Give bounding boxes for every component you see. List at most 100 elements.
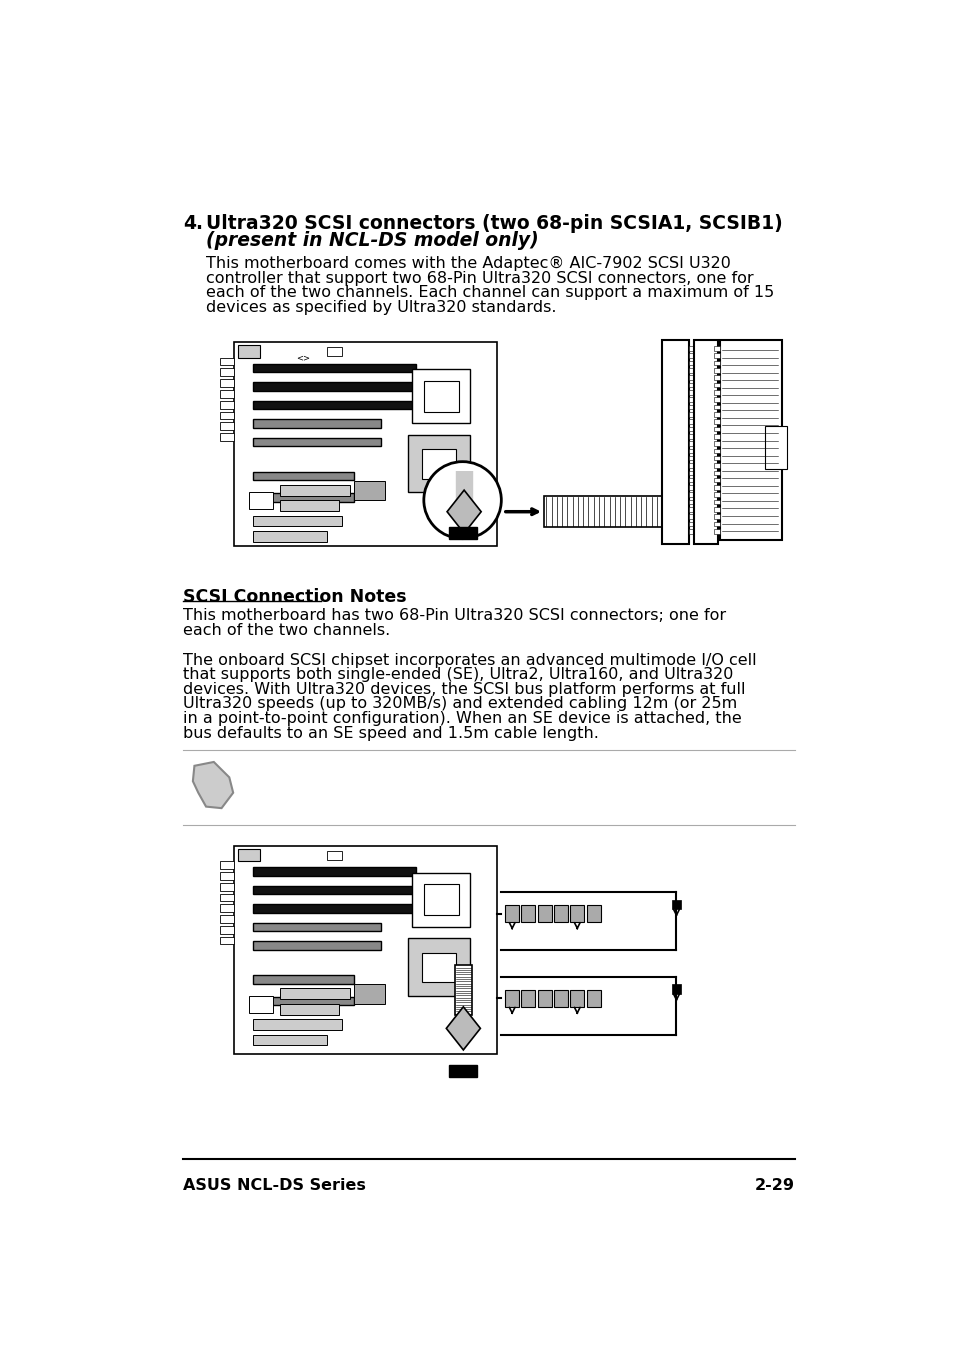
Bar [253, 531, 327, 542]
Bar [688, 412, 694, 416]
Bar [253, 471, 354, 480]
Bar [253, 975, 354, 984]
Bar [412, 369, 470, 423]
Bar [249, 996, 273, 1013]
Bar [220, 936, 233, 944]
Text: This motherboard has two 68-Pin Ultra320 SCSI connectors; one for: This motherboard has two 68-Pin Ultra320… [183, 608, 725, 623]
Bar [688, 485, 694, 490]
Bar [764, 426, 785, 469]
Text: ASUS NCL-DS Series: ASUS NCL-DS Series [183, 1178, 365, 1193]
Bar [220, 862, 233, 869]
Text: Ultra320 speeds (up to 320MB/s) and extended cabling 12m (or 25m: Ultra320 speeds (up to 320MB/s) and exte… [183, 697, 737, 712]
Bar [714, 442, 720, 446]
Bar [408, 435, 470, 493]
Text: (present in NCL-DS model only): (present in NCL-DS model only) [206, 231, 538, 250]
Bar [671, 985, 680, 994]
Circle shape [423, 462, 500, 539]
Bar [253, 1035, 327, 1046]
Bar [586, 905, 599, 923]
Polygon shape [193, 762, 233, 808]
Bar [688, 390, 694, 394]
Bar [714, 530, 720, 534]
Text: 4.: 4. [183, 215, 203, 234]
Bar [280, 989, 350, 1000]
Bar [253, 867, 416, 875]
Bar [714, 367, 720, 373]
Bar [688, 442, 694, 446]
Text: SCSI Connection Notes: SCSI Connection Notes [183, 588, 406, 607]
Bar [408, 939, 470, 996]
Bar [714, 434, 720, 439]
Bar [714, 427, 720, 431]
Bar [465, 469, 473, 512]
Bar [249, 493, 273, 509]
Text: controller that support two 68-Pin Ultra320 SCSI connectors, one for: controller that support two 68-Pin Ultra… [206, 270, 753, 285]
Bar [455, 965, 472, 1016]
Bar [714, 419, 720, 424]
Bar [714, 455, 720, 461]
Bar [714, 478, 720, 482]
Bar [688, 493, 694, 497]
Bar [714, 515, 720, 519]
Text: in a point-to-point configuration). When an SE device is attached, the: in a point-to-point configuration). When… [183, 711, 740, 725]
Bar [253, 997, 354, 1005]
Bar [220, 904, 233, 912]
Bar [586, 990, 599, 1006]
Polygon shape [446, 1006, 480, 1050]
Bar [688, 521, 694, 527]
Bar [537, 990, 551, 1006]
Bar [714, 485, 720, 490]
Bar [537, 905, 551, 923]
Text: The onboard SCSI chipset incorporates an advanced multimode I/O cell: The onboard SCSI chipset incorporates an… [183, 653, 756, 667]
Bar [688, 470, 694, 476]
Bar [253, 886, 416, 894]
Bar [661, 340, 688, 544]
Bar [253, 438, 381, 446]
Bar [714, 449, 720, 453]
Bar [714, 463, 720, 467]
Bar [220, 871, 233, 880]
Bar [714, 493, 720, 497]
Bar [423, 381, 458, 412]
Bar [714, 405, 720, 409]
Bar [456, 469, 464, 512]
Bar [714, 412, 720, 416]
Bar [354, 985, 385, 1004]
Bar [714, 521, 720, 527]
Bar [714, 376, 720, 380]
Bar [688, 449, 694, 453]
Bar [714, 507, 720, 512]
Bar [220, 434, 233, 440]
Bar [521, 990, 535, 1006]
Bar [688, 405, 694, 409]
Polygon shape [447, 490, 480, 534]
Text: each of the two channels.: each of the two channels. [183, 623, 390, 638]
Bar [521, 905, 535, 923]
Bar [688, 382, 694, 388]
Bar [220, 380, 233, 386]
Bar [688, 367, 694, 373]
Bar [688, 507, 694, 512]
Bar [233, 342, 497, 546]
Text: that supports both single-ended (SE), Ultra2, Ultra160, and Ultra320: that supports both single-ended (SE), Ul… [183, 667, 733, 682]
Bar [505, 990, 518, 1006]
Bar [714, 346, 720, 351]
Bar [412, 873, 470, 927]
Bar [220, 893, 233, 901]
Bar [694, 340, 717, 544]
Bar [253, 382, 416, 390]
Bar [688, 427, 694, 431]
Bar [720, 340, 781, 540]
Bar [505, 905, 518, 923]
Bar [543, 496, 663, 527]
Bar [253, 942, 381, 950]
Bar [253, 401, 416, 409]
Bar [423, 885, 458, 915]
Text: bus defaults to an SE speed and 1.5m cable length.: bus defaults to an SE speed and 1.5m cab… [183, 725, 598, 740]
Bar [688, 515, 694, 519]
Bar [422, 952, 456, 982]
Bar [327, 347, 342, 357]
Bar [253, 923, 381, 931]
Bar [327, 851, 342, 859]
Bar [253, 904, 416, 913]
